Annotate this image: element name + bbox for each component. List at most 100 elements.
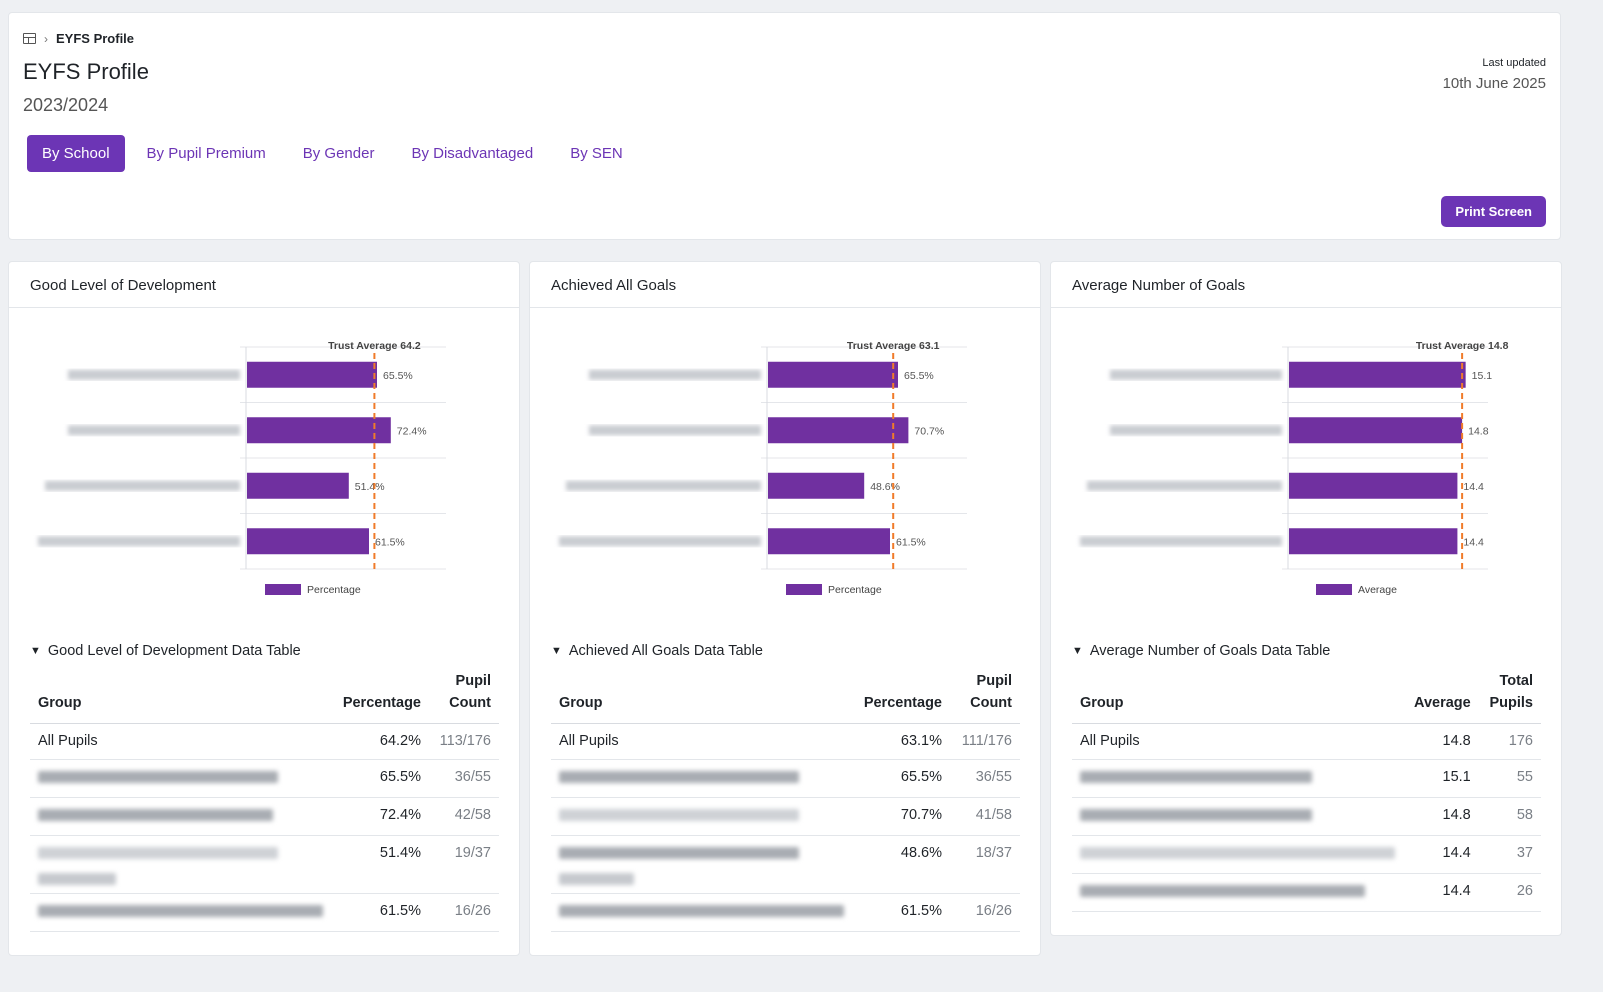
cell-group: All Pupils — [1072, 723, 1403, 760]
table-row: 15.1 55 — [1072, 759, 1541, 798]
table-row: 70.7% 41/58 — [551, 797, 1020, 836]
cell-value: 14.4 — [1403, 873, 1479, 912]
data-table-toggle[interactable]: ▼ Good Level of Development Data Table — [30, 643, 301, 659]
breadcrumb-current: EYFS Profile — [56, 31, 135, 46]
data-label: 48.6% — [870, 481, 900, 493]
data-table-toggle[interactable]: ▼ Achieved All Goals Data Table — [551, 643, 763, 659]
cell-count: 113/176 — [429, 723, 499, 760]
cell-value: 61.5% — [854, 893, 950, 932]
category-label-redacted — [589, 425, 761, 436]
cell-count: 36/55 — [429, 759, 499, 798]
cell-group-redacted — [1072, 759, 1403, 798]
cell-group-redacted — [551, 835, 854, 894]
category-label-redacted — [68, 369, 240, 380]
category-label-redacted — [1110, 425, 1282, 436]
cell-value: 65.5% — [333, 759, 429, 798]
col-header-group[interactable]: Group — [551, 666, 854, 724]
trust-average-label: Trust Average 64.2 — [328, 340, 421, 352]
breadcrumb: › EYFS Profile — [23, 31, 134, 46]
data-table-toggle[interactable]: ▼ Average Number of Goals Data Table — [1072, 643, 1330, 659]
col-header-value[interactable]: Average — [1403, 666, 1479, 724]
card-title: Achieved All Goals — [530, 262, 1040, 308]
header-card: › EYFS Profile EYFS Profile 2023/2024 La… — [8, 12, 1561, 240]
col-header-count[interactable]: Pupil Count — [950, 666, 1020, 724]
table-row: 14.8 58 — [1072, 797, 1541, 836]
cell-count: 36/55 — [950, 759, 1020, 798]
category-label-redacted — [1087, 480, 1282, 491]
category-label-redacted — [559, 536, 761, 547]
cell-value: 14.4 — [1403, 835, 1479, 874]
cell-value: 51.4% — [333, 835, 429, 894]
cell-group-redacted — [551, 797, 854, 836]
data-table-title: Good Level of Development Data Table — [47, 643, 301, 659]
cell-count: 176 — [1478, 723, 1541, 760]
data-table: Group Percentage Pupil Count All Pupils 6… — [30, 666, 499, 932]
cell-value: 61.5% — [333, 893, 429, 932]
tab-bar: By School By Pupil Premium By Gender By … — [27, 135, 645, 172]
bar — [247, 361, 377, 388]
cell-group-redacted — [1072, 797, 1403, 836]
legend-swatch — [265, 584, 301, 595]
tab-by-disadvantaged[interactable]: By Disadvantaged — [411, 145, 534, 162]
category-label-redacted — [38, 536, 240, 547]
bar — [1289, 472, 1458, 499]
cell-count: 37 — [1478, 835, 1541, 874]
data-label: 14.8 — [1468, 425, 1489, 437]
cell-count: 18/37 — [950, 835, 1020, 894]
tab-by-sen[interactable]: By SEN — [570, 145, 623, 162]
bar — [247, 417, 391, 444]
cell-value: 63.1% — [854, 723, 950, 760]
data-label: 14.4 — [1463, 481, 1484, 493]
legend-swatch — [1316, 584, 1352, 595]
cell-count: 16/26 — [429, 893, 499, 932]
table-grid-icon[interactable] — [23, 33, 36, 44]
triangle-down-icon: ▼ — [1072, 645, 1083, 657]
col-header-count[interactable]: Total Pupils — [1478, 666, 1541, 724]
table-row: 14.4 37 — [1072, 835, 1541, 874]
table-row: 48.6% 18/37 — [551, 835, 1020, 894]
data-label: 51.4% — [355, 481, 385, 493]
cell-count: 111/176 — [950, 723, 1020, 760]
card-good-level-of-development: Good Level of Development 65.5% 72.4% 51.4… — [8, 261, 520, 956]
data-label: 65.5% — [383, 370, 413, 382]
tab-by-pupil-premium[interactable]: By Pupil Premium — [146, 145, 266, 162]
card-title: Average Number of Goals — [1051, 262, 1561, 308]
category-label-redacted — [589, 369, 761, 380]
chart-legend: Percentage — [786, 584, 882, 596]
bar — [247, 528, 369, 555]
data-label: 61.5% — [375, 536, 405, 548]
category-label-redacted — [68, 425, 240, 436]
data-label: 14.4 — [1463, 536, 1484, 548]
tab-by-school[interactable]: By School — [27, 135, 125, 172]
table-row: 61.5% 16/26 — [551, 893, 1020, 932]
chart-legend: Percentage — [265, 584, 361, 596]
col-header-value[interactable]: Percentage — [854, 666, 950, 724]
bar — [1289, 528, 1458, 555]
table-row: 14.4 26 — [1072, 873, 1541, 912]
table-row: All Pupils 14.8 176 — [1072, 723, 1541, 760]
data-label: 15.1 — [1472, 370, 1493, 382]
col-header-group[interactable]: Group — [1072, 666, 1403, 724]
page-year: 2023/2024 — [23, 95, 109, 115]
data-label: 65.5% — [904, 370, 934, 382]
cell-value: 65.5% — [854, 759, 950, 798]
col-header-count[interactable]: Pupil Count — [429, 666, 499, 724]
cell-group-redacted — [30, 835, 333, 894]
print-screen-button[interactable]: Print Screen — [1441, 196, 1546, 227]
col-header-value[interactable]: Percentage — [333, 666, 429, 724]
chart-plot-area: 65.5% 72.4% 51.4% 61.5% Trust Average 64.2 — [38, 340, 446, 570]
tab-by-gender[interactable]: By Gender — [302, 145, 375, 162]
page-title: EYFS Profile — [23, 59, 149, 84]
cell-value: 14.8 — [1403, 797, 1479, 836]
cell-value: 72.4% — [333, 797, 429, 836]
chart-plot-area: 15.1 14.8 14.4 14.4 Trust Average 14.8 — [1080, 340, 1509, 570]
cell-value: 48.6% — [854, 835, 950, 894]
table-row: 65.5% 36/55 — [30, 759, 499, 798]
table-row: 61.5% 16/26 — [30, 893, 499, 932]
data-label: 70.7% — [914, 425, 944, 437]
category-label-redacted — [45, 480, 240, 491]
triangle-down-icon: ▼ — [551, 645, 562, 657]
cell-value: 15.1 — [1403, 759, 1479, 798]
trust-average-label: Trust Average 14.8 — [1416, 340, 1509, 352]
col-header-group[interactable]: Group — [30, 666, 333, 724]
